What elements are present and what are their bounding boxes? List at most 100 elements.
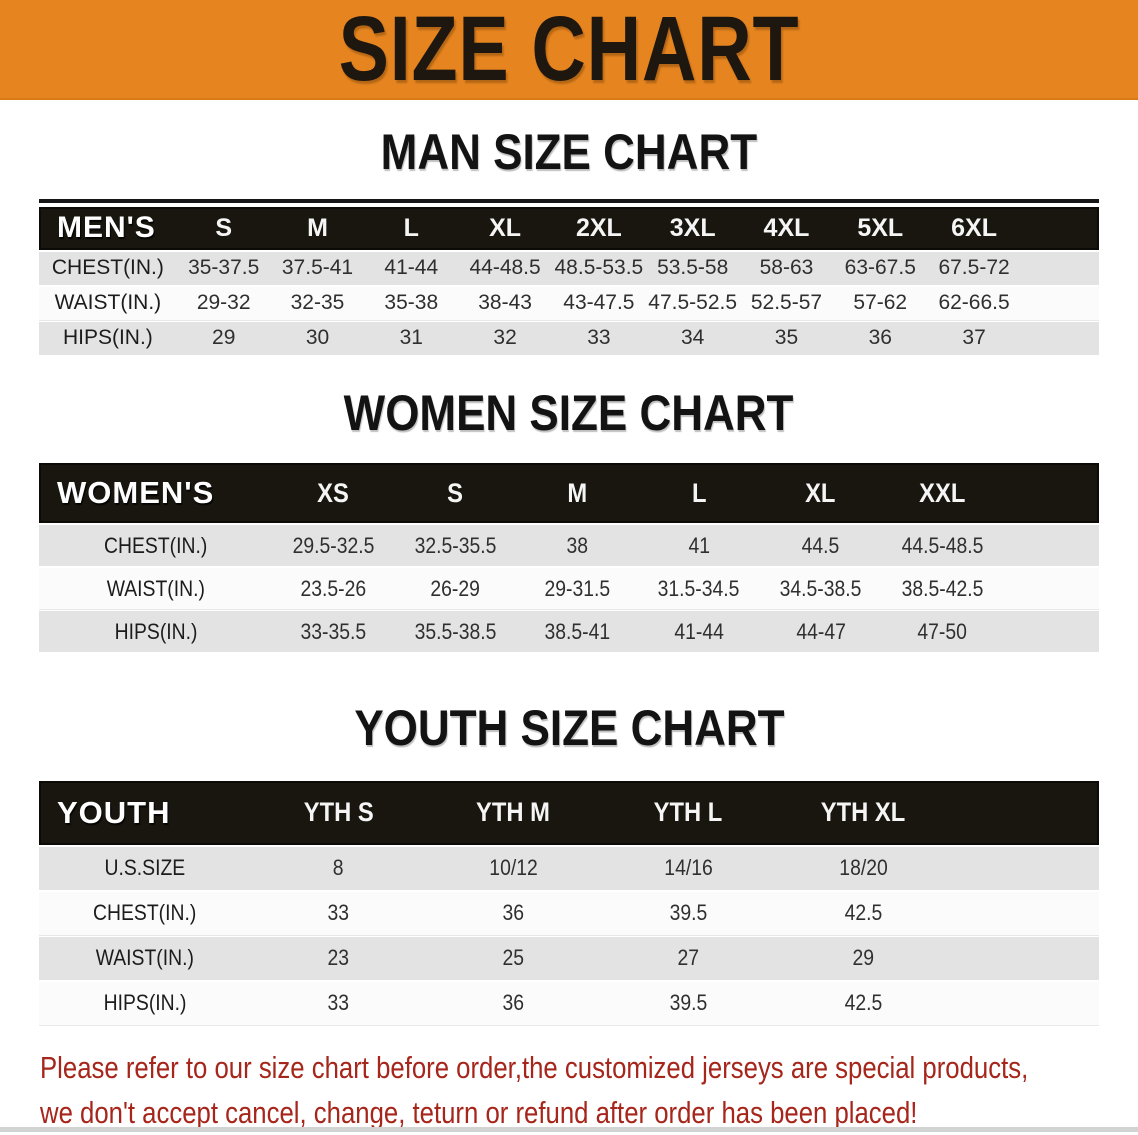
youth-value-cell-1-text: 25 <box>502 945 525 970</box>
youth-value-cell-0-text: 33 <box>327 990 350 1015</box>
women-value-cell-0-text: 33-35.5 <box>300 618 366 644</box>
youth-size-col-header-2-text: YTH L <box>653 797 723 827</box>
youth-value-cell-3: 18/20 <box>776 855 951 881</box>
men-table-row-waistin: WAIST(IN.) 29-32 32-35 35-38 38-43 43-47.5 47.… <box>39 286 1099 320</box>
size-chart-banner: SIZE CHART <box>0 0 1138 100</box>
youth-value-cell-3-text: 42.5 <box>844 900 882 925</box>
youth-row-label: U.S.SIZE <box>39 855 251 881</box>
men-value-cell-8: 67.5-72 <box>927 256 1021 280</box>
women-table-row-waistin: WAIST(IN.) 23.5-26 26-29 29-31.5 31.5-34.5 34… <box>39 568 1099 609</box>
men-value-cell-8-text: 67.5-72 <box>938 256 1010 279</box>
women-size-col-header-3: L <box>638 478 760 509</box>
women-value-cell-0-text: 23.5-26 <box>300 575 366 601</box>
women-size-col-header-4: XL <box>760 478 882 509</box>
youth-corner-label: YOUTH <box>39 795 251 831</box>
men-value-cell-3-text: 38-43 <box>478 291 532 314</box>
men-value-cell-7-text: 63-67.5 <box>844 256 916 279</box>
women-value-cell-3: 41-44 <box>638 619 760 645</box>
youth-section-heading: YOUTH SIZE CHART <box>0 702 1138 755</box>
men-size-col-header-1-text: M <box>307 213 328 242</box>
youth-row-label-text: U.S.SIZE <box>104 855 186 880</box>
men-size-col-header-6: 4XL <box>740 214 834 243</box>
youth-row-label: CHEST(IN.) <box>39 900 251 926</box>
men-value-cell-2: 31 <box>364 326 458 350</box>
women-value-cell-0: 23.5-26 <box>272 576 394 602</box>
youth-row-label: HIPS(IN.) <box>39 990 251 1016</box>
women-size-col-header-2-text: M <box>567 477 587 508</box>
bottom-edge-divider <box>0 1127 1138 1132</box>
youth-value-cell-1: 36 <box>426 990 601 1016</box>
youth-size-col-header-2: YTH L <box>601 797 776 828</box>
youth-table-row-hipsin: HIPS(IN.) 33 36 39.5 42.5 <box>39 981 1099 1025</box>
men-table-row-chestin: CHEST(IN.) 35-37.5 37.5-41 41-44 44-48.5 48.5… <box>39 251 1099 285</box>
men-value-cell-2: 41-44 <box>364 256 458 280</box>
women-corner-label: WOMEN'S <box>39 475 272 511</box>
youth-value-cell-2-text: 27 <box>677 945 699 970</box>
youth-corner-label-text: YOUTH <box>57 794 171 830</box>
men-value-cell-7: 63-67.5 <box>833 256 927 280</box>
youth-value-cell-1-text: 36 <box>502 900 525 925</box>
women-size-col-header-3-text: L <box>691 477 707 508</box>
women-value-cell-1-text: 35.5-38.5 <box>414 618 496 644</box>
men-value-cell-0: 29 <box>177 326 271 350</box>
women-value-cell-2-text: 38 <box>566 532 588 558</box>
youth-value-cell-3-text: 42.5 <box>844 990 882 1015</box>
youth-row-label-text: CHEST(IN.) <box>93 900 197 925</box>
women-value-cell-3: 41 <box>638 533 760 559</box>
women-row-label-text: HIPS(IN.) <box>114 618 198 644</box>
men-value-cell-6: 58-63 <box>740 256 834 280</box>
men-value-cell-0-text: 35-37.5 <box>188 256 260 279</box>
youth-size-col-header-1-text: YTH M <box>476 797 551 827</box>
men-value-cell-1: 32-35 <box>271 291 365 315</box>
men-value-cell-4: 43-47.5 <box>552 291 646 315</box>
men-value-cell-4: 48.5-53.5 <box>552 256 646 280</box>
youth-value-cell-2: 39.5 <box>601 900 776 926</box>
youth-value-cell-1: 10/12 <box>426 855 601 881</box>
youth-value-cell-2-text: 14/16 <box>663 855 713 880</box>
men-value-cell-7: 57-62 <box>833 291 927 315</box>
women-size-col-header-2: M <box>516 478 638 509</box>
women-row-label: HIPS(IN.) <box>39 619 272 645</box>
youth-size-col-header-3-text: YTH XL <box>820 797 906 827</box>
disclaimer: Please refer to our size chart before or… <box>40 1045 1108 1135</box>
youth-row-label-text: HIPS(IN.) <box>103 990 187 1015</box>
men-size-col-header-8: 6XL <box>927 214 1021 243</box>
women-value-cell-2-text: 38.5-41 <box>544 618 610 644</box>
women-table-row-chestin: CHEST(IN.) 29.5-32.5 32.5-35.5 38 41 44.5 44.5… <box>39 525 1099 566</box>
youth-value-cell-1-text: 10/12 <box>489 855 538 880</box>
men-value-cell-6-text: 52.5-57 <box>750 291 823 314</box>
youth-value-cell-2: 27 <box>601 945 776 971</box>
women-size-col-header-4-text: XL <box>805 477 836 508</box>
women-value-cell-4-text: 44.5 <box>801 532 840 558</box>
women-value-cell-3-text: 41-44 <box>674 618 724 644</box>
youth-size-col-header-1: YTH M <box>426 797 601 828</box>
women-value-cell-0: 29.5-32.5 <box>272 533 394 559</box>
women-size-col-header-5: XXL <box>882 478 1004 509</box>
women-corner-label-text: WOMEN'S <box>57 475 215 510</box>
men-value-cell-3: 44-48.5 <box>458 256 552 280</box>
men-row-label-text: CHEST(IN.) <box>51 256 164 279</box>
men-size-col-header-1: M <box>271 214 365 243</box>
men-value-cell-3-text: 44-48.5 <box>469 256 541 279</box>
men-value-cell-4: 33 <box>552 326 646 350</box>
men-value-cell-4-text: 43-47.5 <box>563 291 635 314</box>
men-size-col-header-4-text: 2XL <box>575 213 622 242</box>
youth-table-header-row: YOUTH YTH S YTH M YTH L YTH XL <box>39 780 1099 845</box>
men-size-col-header-4: 2XL <box>552 214 646 243</box>
size-chart-body: MAN SIZE CHART MEN'S S M L XL 2XL 3XL 4XL 5XL 6XL… <box>0 126 1138 1025</box>
women-value-cell-5-text: 44.5-48.5 <box>901 532 984 558</box>
men-size-col-header-2: L <box>364 214 458 243</box>
men-value-cell-2-text: 35-38 <box>384 291 439 314</box>
youth-section-heading-text: YOUTH SIZE CHART <box>353 700 785 756</box>
men-value-cell-6: 52.5-57 <box>740 291 834 315</box>
women-value-cell-3-text: 41 <box>688 532 710 558</box>
men-value-cell-5: 34 <box>646 326 740 350</box>
women-value-cell-1: 32.5-35.5 <box>394 533 516 559</box>
men-value-cell-5-text: 34 <box>681 326 705 349</box>
women-value-cell-4-text: 44-47 <box>795 618 846 644</box>
men-corner-label: MEN'S <box>39 211 177 245</box>
youth-table-row-chestin: CHEST(IN.) 33 36 39.5 42.5 <box>39 891 1099 935</box>
men-value-cell-6-text: 35 <box>774 326 799 349</box>
women-table-row-hipsin: HIPS(IN.) 33-35.5 35.5-38.5 38.5-41 41-44 44-… <box>39 611 1099 652</box>
men-value-cell-2-text: 31 <box>399 326 423 349</box>
